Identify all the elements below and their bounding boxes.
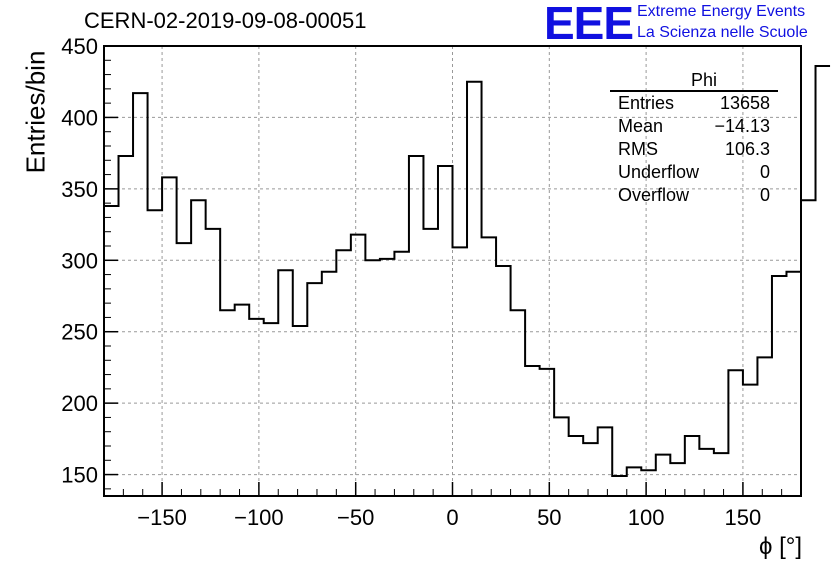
axis-ticks bbox=[104, 45, 783, 496]
logo-line-2: La Scienza nelle Scuole bbox=[637, 24, 808, 41]
stats-title: Phi bbox=[610, 70, 778, 92]
y-tick-label: 250 bbox=[61, 320, 98, 345]
stats-label: Underflow bbox=[618, 162, 700, 182]
stats-row-rms: RMS 106.3 bbox=[610, 138, 778, 161]
y-tick-label: 450 bbox=[61, 34, 98, 59]
logo-line-1: Extreme Energy Events bbox=[637, 3, 806, 20]
stats-label: Mean bbox=[618, 116, 664, 136]
stats-value: −14.13 bbox=[714, 116, 770, 136]
y-tick-label: 300 bbox=[61, 248, 98, 273]
stats-row-mean: Mean −14.13 bbox=[610, 115, 778, 138]
x-tick-label: 150 bbox=[725, 505, 762, 530]
x-axis-label: ϕ [°] bbox=[758, 533, 802, 560]
stats-value: 106.3 bbox=[724, 139, 770, 159]
stats-row-underflow: Underflow 0 bbox=[610, 161, 778, 184]
y-tick-labels: 150 200 250 300 350 400 450 bbox=[61, 34, 98, 488]
x-tick-label: −150 bbox=[137, 505, 187, 530]
x-tick-label: −100 bbox=[234, 505, 284, 530]
stats-row-overflow: Overflow 0 bbox=[610, 184, 778, 207]
y-tick-label: 200 bbox=[61, 391, 98, 416]
eee-logo: EEE bbox=[544, 0, 634, 49]
y-tick-label: 350 bbox=[61, 177, 98, 202]
x-tick-label: 50 bbox=[537, 505, 561, 530]
x-tick-label: −50 bbox=[337, 505, 374, 530]
stats-value: 0 bbox=[759, 162, 770, 182]
x-tick-label: 0 bbox=[446, 505, 458, 530]
stats-box: Phi Entries 13658 Mean −14.13 RMS 106.3 … bbox=[610, 70, 778, 207]
stats-row-entries: Entries 13658 bbox=[610, 92, 778, 115]
stats-value: 0 bbox=[759, 185, 770, 205]
histogram-series bbox=[104, 65, 831, 477]
x-tick-labels: −150 −100 −50 0 50 100 150 bbox=[137, 505, 761, 530]
y-tick-label: 400 bbox=[61, 105, 98, 130]
stats-label: RMS bbox=[618, 139, 658, 159]
run-title: CERN-02-2019-09-08-00051 bbox=[84, 8, 367, 33]
x-tick-label: 100 bbox=[628, 505, 665, 530]
stats-value: 13658 bbox=[719, 93, 770, 113]
y-axis-label: Entries/bin bbox=[20, 50, 51, 174]
stats-label: Overflow bbox=[618, 185, 690, 205]
y-tick-label: 150 bbox=[61, 463, 98, 488]
stats-label: Entries bbox=[618, 93, 675, 113]
